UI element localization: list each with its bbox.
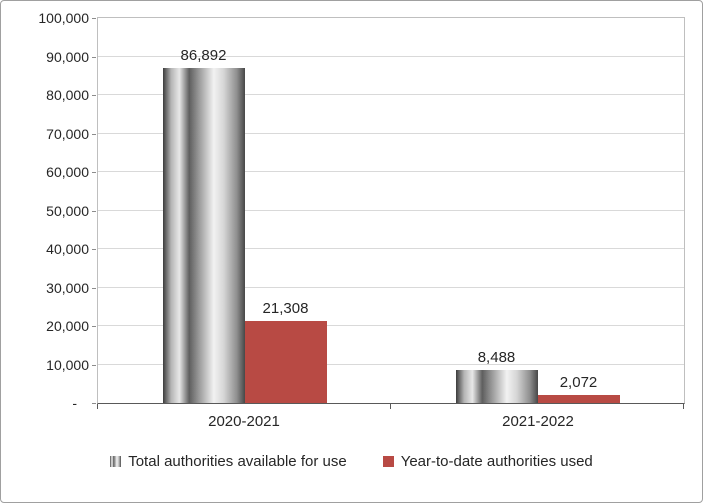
legend-marker-ytd-icon [382, 456, 394, 467]
y-tick-mark [92, 249, 96, 250]
y-tick-mark [92, 326, 96, 327]
y-tick-label: 100,000 [38, 10, 89, 26]
x-axis-label-2020-2021: 2020-2021 [208, 413, 280, 430]
gridline [98, 94, 684, 95]
y-tick-mark [92, 95, 96, 96]
legend-label-total: Total authorities available for use [128, 453, 347, 470]
gridline [98, 248, 684, 249]
y-tick-mark [92, 133, 96, 135]
y-tick-mark [92, 18, 96, 19]
x-axis-label-2021-2022: 2021-2022 [502, 413, 574, 430]
y-tick-mark [92, 287, 96, 289]
data-label-total-2021-2022: 8,488 [477, 349, 516, 367]
bar-used-2021-2022 [537, 395, 620, 403]
bar-total-2020-2021 [162, 68, 245, 403]
y-axis-labels: - 10,000 20,000 30,000 40,000 50,000 60,000 70,… [1, 10, 89, 411]
y-tick-label: - [72, 395, 77, 411]
bar-used-2020-2021 [244, 320, 327, 403]
y-tick-label: 20,000 [46, 318, 89, 334]
y-tick-label: 50,000 [46, 202, 89, 219]
x-tick-mark [97, 404, 98, 409]
legend-item-ytd-used: Year-to-date authorities used [382, 453, 593, 470]
data-label-used-2020-2021: 21,308 [262, 299, 309, 317]
y-tick-mark [92, 56, 96, 58]
y-tick-mark [92, 364, 96, 366]
legend-marker-total-icon [110, 456, 122, 467]
y-tick-mark [92, 172, 96, 173]
y-tick-label: 40,000 [46, 241, 89, 257]
gridline [98, 209, 684, 211]
y-tick-label: 10,000 [46, 356, 89, 373]
y-tick-label: 70,000 [46, 125, 89, 142]
gridline [98, 171, 684, 172]
gridline [98, 363, 684, 365]
plot-area: 86,892 21,308 8,488 2,072 [97, 17, 685, 404]
y-tick-mark [92, 210, 96, 212]
y-tick-label: 80,000 [46, 87, 89, 103]
data-label-total-2020-2021: 86,892 [180, 47, 227, 65]
gridline [98, 286, 684, 288]
legend-label-ytd: Year-to-date authorities used [400, 453, 593, 470]
data-label-used-2021-2022: 2,072 [559, 374, 598, 392]
bar-total-2021-2022 [455, 370, 538, 403]
legend-item-total-authorities: Total authorities available for use [110, 453, 347, 470]
gridline [98, 132, 684, 134]
gridline [98, 55, 684, 57]
y-tick-mark [92, 403, 96, 404]
x-tick-mark [683, 404, 684, 409]
y-tick-label: 30,000 [46, 279, 89, 296]
y-tick-label: 90,000 [46, 48, 89, 65]
gridline [98, 325, 684, 326]
x-tick-mark [390, 404, 391, 409]
y-tick-label: 60,000 [46, 164, 89, 180]
legend: Total authorities available for use Year… [1, 453, 702, 470]
